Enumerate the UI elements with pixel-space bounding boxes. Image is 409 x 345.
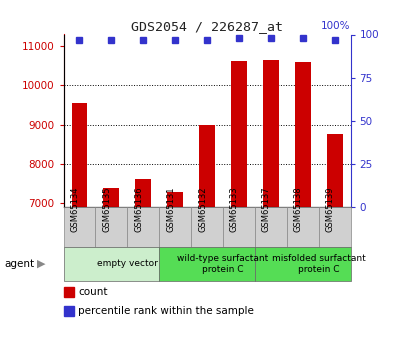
Bar bbox=[71, 103, 87, 207]
Bar bbox=[167, 192, 183, 207]
Text: 100%: 100% bbox=[320, 21, 350, 31]
Bar bbox=[103, 188, 119, 207]
Text: GSM65138: GSM65138 bbox=[293, 186, 302, 232]
Text: ▶: ▶ bbox=[37, 259, 45, 269]
Text: GSM65137: GSM65137 bbox=[261, 186, 270, 232]
Text: GSM65133: GSM65133 bbox=[229, 186, 238, 232]
Text: GSM65135: GSM65135 bbox=[102, 186, 111, 232]
Bar bbox=[230, 61, 246, 207]
Text: percentile rank within the sample: percentile rank within the sample bbox=[78, 306, 254, 316]
Bar bbox=[254, 207, 286, 247]
Text: GSM65139: GSM65139 bbox=[325, 186, 334, 232]
Bar bbox=[191, 207, 222, 247]
Bar bbox=[286, 207, 318, 247]
Bar bbox=[63, 247, 159, 281]
Text: GSM65132: GSM65132 bbox=[198, 186, 207, 232]
Bar bbox=[159, 207, 191, 247]
Title: GDS2054 / 226287_at: GDS2054 / 226287_at bbox=[131, 20, 282, 33]
Bar bbox=[63, 287, 74, 297]
Bar bbox=[135, 179, 151, 207]
Text: GSM65134: GSM65134 bbox=[70, 186, 79, 232]
Text: GSM65131: GSM65131 bbox=[166, 186, 175, 232]
Text: agent: agent bbox=[4, 259, 34, 269]
Bar bbox=[63, 207, 95, 247]
Text: wild-type surfactant
protein C: wild-type surfactant protein C bbox=[177, 254, 268, 274]
Bar bbox=[159, 247, 254, 281]
Bar bbox=[318, 207, 350, 247]
Bar bbox=[326, 134, 342, 207]
Bar bbox=[95, 207, 127, 247]
Bar bbox=[127, 207, 159, 247]
Text: misfolded surfactant
protein C: misfolded surfactant protein C bbox=[271, 254, 365, 274]
Bar bbox=[199, 125, 214, 207]
Bar bbox=[294, 62, 310, 207]
Bar bbox=[222, 207, 254, 247]
Bar bbox=[254, 247, 350, 281]
Text: count: count bbox=[78, 287, 108, 297]
Text: empty vector: empty vector bbox=[97, 259, 157, 268]
Bar bbox=[262, 60, 278, 207]
Bar bbox=[63, 306, 74, 316]
Text: GSM65136: GSM65136 bbox=[134, 186, 143, 232]
